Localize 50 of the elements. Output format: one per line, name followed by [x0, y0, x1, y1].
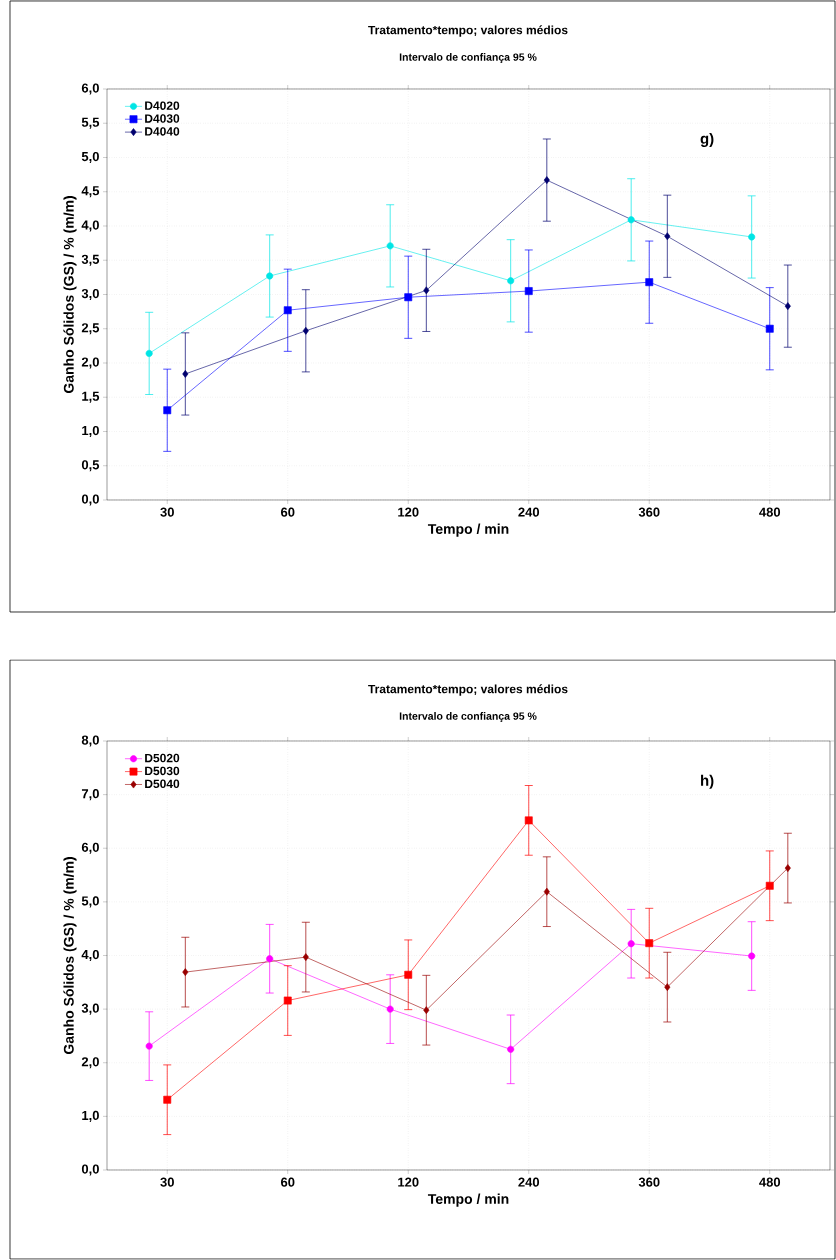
y-tick-label: 0,0 [81, 1164, 99, 1176]
legend-label: D5020 [145, 753, 180, 763]
annotation: g) [700, 132, 714, 147]
chart-subtitle: Intervalo de confiança 95 % [399, 53, 537, 63]
y-tick-label: 0,0 [81, 494, 99, 506]
x-tick-label: 60 [280, 507, 295, 517]
x-tick-label: 120 [398, 507, 419, 517]
x-tick-label: 360 [638, 507, 660, 517]
y-axis-title: Ganho Sólidos (GS) / % (m/m) [63, 857, 77, 1055]
x-tick-label: 60 [280, 1177, 295, 1187]
x-tick-label: 30 [160, 1177, 174, 1187]
x-tick-label: 30 [160, 507, 174, 517]
chart-title: Tratamento*tempo; valores médios [368, 684, 568, 696]
x-tick-label: 120 [398, 1177, 419, 1187]
y-tick-label: 3,0 [81, 288, 99, 301]
y-tick-label: 5,0 [81, 151, 99, 164]
y-tick-label: 0,5 [81, 460, 100, 472]
y-tick-label: 6,0 [81, 83, 99, 95]
chart-subtitle: Intervalo de confiança 95 % [399, 712, 537, 722]
legend-label: D5040 [145, 779, 180, 789]
y-tick-label: 4,0 [81, 949, 99, 962]
x-axis-title: Tempo / min [427, 1193, 509, 1207]
x-tick-label: 240 [518, 1177, 540, 1187]
y-axis-title: Ganho Sólidos (GS) / % (m/m) [63, 196, 77, 394]
chart-title: Tratamento*tempo; valores médios [368, 25, 568, 37]
x-tick-label: 240 [518, 507, 540, 517]
y-tick-label: 4,5 [81, 186, 100, 198]
y-tick-label: 1,0 [82, 1110, 99, 1122]
y-tick-label: 2,0 [81, 1057, 99, 1069]
y-tick-label: 5,0 [81, 896, 99, 908]
y-tick-label: 2,0 [81, 357, 99, 369]
y-tick-label: 2,5 [81, 323, 100, 335]
y-tick-label: 5,5 [81, 117, 100, 129]
y-tick-label: 3,5 [81, 254, 100, 266]
x-axis-title: Tempo / min [427, 523, 509, 537]
x-tick-label: 480 [759, 1177, 781, 1187]
y-tick-label: 1,5 [82, 391, 100, 403]
legend-label: D5030 [145, 766, 180, 776]
legend-label: D4020 [145, 101, 180, 110]
x-tick-label: 480 [759, 507, 781, 517]
y-tick-label: 3,0 [81, 1003, 99, 1015]
y-tick-label: 4,0 [81, 220, 99, 232]
legend-label: D4040 [145, 127, 180, 136]
x-tick-label: 360 [638, 1177, 660, 1187]
legend-label: D4030 [145, 114, 180, 123]
y-tick-label: 7,0 [81, 789, 99, 801]
annotation: h) [701, 774, 714, 789]
y-tick-label: 1,0 [82, 425, 99, 438]
y-tick-label: 8,0 [81, 735, 99, 747]
y-tick-label: 6,0 [81, 842, 99, 854]
